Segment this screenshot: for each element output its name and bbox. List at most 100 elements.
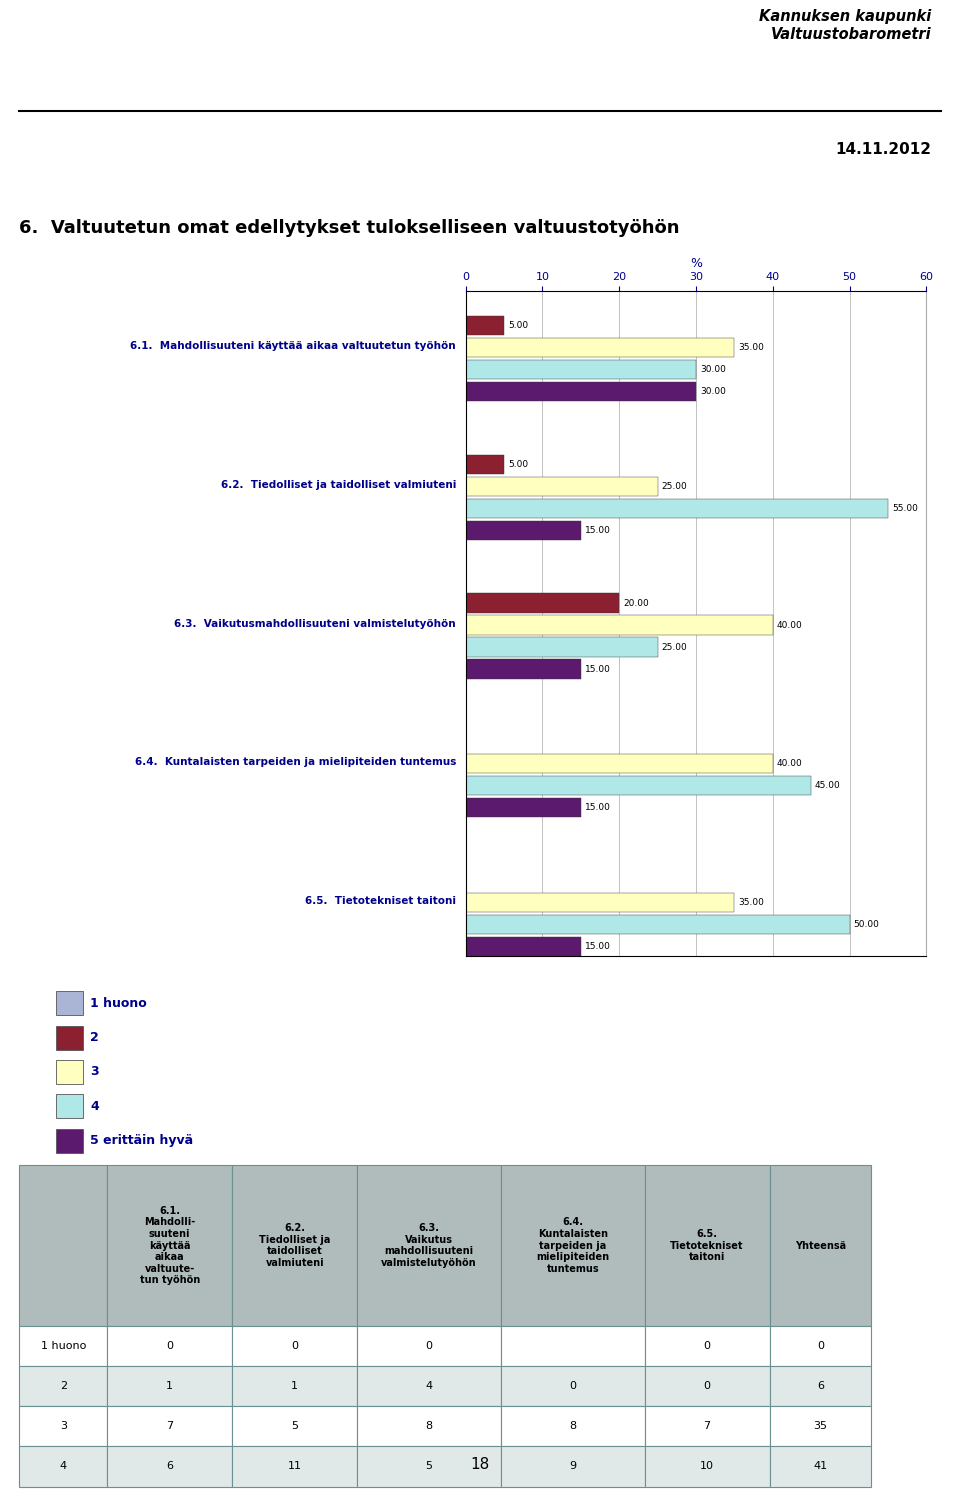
Text: 4: 4 bbox=[60, 1461, 67, 1472]
Bar bbox=[466, 593, 619, 613]
FancyBboxPatch shape bbox=[232, 1366, 357, 1406]
FancyBboxPatch shape bbox=[501, 1327, 644, 1366]
Text: 15.00: 15.00 bbox=[585, 665, 611, 674]
Text: 20.00: 20.00 bbox=[623, 599, 649, 608]
FancyBboxPatch shape bbox=[644, 1446, 770, 1487]
FancyBboxPatch shape bbox=[501, 1165, 644, 1327]
Text: 5: 5 bbox=[291, 1421, 299, 1431]
FancyBboxPatch shape bbox=[56, 1025, 83, 1050]
X-axis label: %: % bbox=[690, 257, 702, 270]
Text: 6: 6 bbox=[817, 1380, 824, 1391]
Text: 5.00: 5.00 bbox=[508, 321, 528, 330]
Bar bbox=[466, 315, 504, 335]
Text: 40.00: 40.00 bbox=[777, 620, 803, 629]
Bar bbox=[466, 937, 581, 956]
Text: 6.  Valtuutetun omat edellytykset tulokselliseen valtuustotyöhön: 6. Valtuutetun omat edellytykset tulokse… bbox=[19, 218, 680, 238]
Text: 6.3.
Vaikutus
mahdollisuuteni
valmistelutyöhön: 6.3. Vaikutus mahdollisuuteni valmistelu… bbox=[381, 1224, 477, 1268]
FancyBboxPatch shape bbox=[357, 1327, 501, 1366]
FancyBboxPatch shape bbox=[501, 1406, 644, 1446]
Text: 1 huono: 1 huono bbox=[90, 996, 147, 1010]
Bar bbox=[466, 893, 734, 913]
Text: 4: 4 bbox=[90, 1100, 99, 1113]
FancyBboxPatch shape bbox=[19, 1406, 108, 1446]
Bar bbox=[466, 338, 734, 357]
Text: 1 huono: 1 huono bbox=[40, 1342, 85, 1351]
Text: 15.00: 15.00 bbox=[585, 526, 611, 535]
Text: 35.00: 35.00 bbox=[738, 344, 764, 353]
Text: 10: 10 bbox=[700, 1461, 714, 1472]
Text: 1: 1 bbox=[291, 1380, 299, 1391]
FancyBboxPatch shape bbox=[644, 1406, 770, 1446]
FancyBboxPatch shape bbox=[357, 1446, 501, 1487]
FancyBboxPatch shape bbox=[644, 1327, 770, 1366]
Text: 15.00: 15.00 bbox=[585, 804, 611, 813]
Bar bbox=[466, 754, 773, 774]
FancyBboxPatch shape bbox=[357, 1406, 501, 1446]
Text: 30.00: 30.00 bbox=[700, 365, 726, 374]
Text: 25.00: 25.00 bbox=[661, 483, 687, 492]
FancyBboxPatch shape bbox=[770, 1446, 872, 1487]
FancyBboxPatch shape bbox=[644, 1165, 770, 1327]
Text: 55.00: 55.00 bbox=[892, 503, 918, 512]
Text: 0: 0 bbox=[704, 1380, 710, 1391]
Text: 25.00: 25.00 bbox=[661, 642, 687, 651]
Bar bbox=[466, 775, 811, 795]
Bar bbox=[466, 499, 888, 518]
Text: 0: 0 bbox=[817, 1342, 824, 1351]
Text: 2: 2 bbox=[90, 1031, 99, 1044]
Bar bbox=[466, 638, 658, 657]
FancyBboxPatch shape bbox=[19, 1446, 108, 1487]
Text: 11: 11 bbox=[288, 1461, 301, 1472]
Text: 40.00: 40.00 bbox=[777, 759, 803, 768]
Text: 6.2.
Tiedolliset ja
taidolliset
valmiuteni: 6.2. Tiedolliset ja taidolliset valmiute… bbox=[259, 1224, 330, 1268]
Text: 0: 0 bbox=[166, 1342, 173, 1351]
Text: 5: 5 bbox=[425, 1461, 433, 1472]
FancyBboxPatch shape bbox=[357, 1366, 501, 1406]
FancyBboxPatch shape bbox=[19, 1165, 108, 1327]
FancyBboxPatch shape bbox=[232, 1406, 357, 1446]
FancyBboxPatch shape bbox=[770, 1406, 872, 1446]
Bar bbox=[466, 382, 696, 402]
Bar bbox=[466, 520, 581, 539]
FancyBboxPatch shape bbox=[108, 1446, 232, 1487]
Text: 6.5.
Tietotekniset
taitoni: 6.5. Tietotekniset taitoni bbox=[670, 1230, 744, 1262]
Text: 0: 0 bbox=[425, 1342, 433, 1351]
Text: 0: 0 bbox=[291, 1342, 299, 1351]
Bar bbox=[466, 360, 696, 379]
FancyBboxPatch shape bbox=[56, 1094, 83, 1119]
Text: 50.00: 50.00 bbox=[853, 920, 879, 929]
FancyBboxPatch shape bbox=[357, 1165, 501, 1327]
Text: 7: 7 bbox=[166, 1421, 174, 1431]
Text: 5.00: 5.00 bbox=[508, 460, 528, 469]
FancyBboxPatch shape bbox=[108, 1327, 232, 1366]
Text: 3: 3 bbox=[60, 1421, 66, 1431]
Text: Kannuksen kaupunki
Valtuustobarometri: Kannuksen kaupunki Valtuustobarometri bbox=[759, 9, 931, 42]
Text: 2: 2 bbox=[60, 1380, 67, 1391]
Bar bbox=[466, 659, 581, 678]
FancyBboxPatch shape bbox=[232, 1165, 357, 1327]
FancyBboxPatch shape bbox=[232, 1327, 357, 1366]
Text: 9: 9 bbox=[569, 1461, 576, 1472]
Bar bbox=[466, 616, 773, 635]
Text: 3: 3 bbox=[90, 1065, 99, 1079]
Text: 41: 41 bbox=[813, 1461, 828, 1472]
Bar bbox=[466, 454, 504, 474]
FancyBboxPatch shape bbox=[501, 1446, 644, 1487]
Bar bbox=[466, 914, 850, 934]
Text: 1: 1 bbox=[166, 1380, 173, 1391]
Text: 35: 35 bbox=[813, 1421, 828, 1431]
Text: 6: 6 bbox=[166, 1461, 173, 1472]
Text: 6.2.  Tiedolliset ja taidolliset valmiuteni: 6.2. Tiedolliset ja taidolliset valmiute… bbox=[221, 480, 456, 490]
FancyBboxPatch shape bbox=[644, 1366, 770, 1406]
Text: 8: 8 bbox=[569, 1421, 576, 1431]
FancyBboxPatch shape bbox=[108, 1366, 232, 1406]
Text: 6.3.  Vaikutusmahdollisuuteni valmistelutyöhön: 6.3. Vaikutusmahdollisuuteni valmistelut… bbox=[175, 619, 456, 629]
FancyBboxPatch shape bbox=[770, 1327, 872, 1366]
Text: 0: 0 bbox=[569, 1380, 576, 1391]
Text: Yhteensä: Yhteensä bbox=[795, 1240, 846, 1250]
FancyBboxPatch shape bbox=[108, 1406, 232, 1446]
FancyBboxPatch shape bbox=[232, 1446, 357, 1487]
Text: 0: 0 bbox=[704, 1342, 710, 1351]
Text: 6.1.
Mahdolli-
suuteni
käyttää
aikaa
valtuute-
tun työhön: 6.1. Mahdolli- suuteni käyttää aikaa val… bbox=[139, 1206, 200, 1285]
Text: 8: 8 bbox=[425, 1421, 433, 1431]
